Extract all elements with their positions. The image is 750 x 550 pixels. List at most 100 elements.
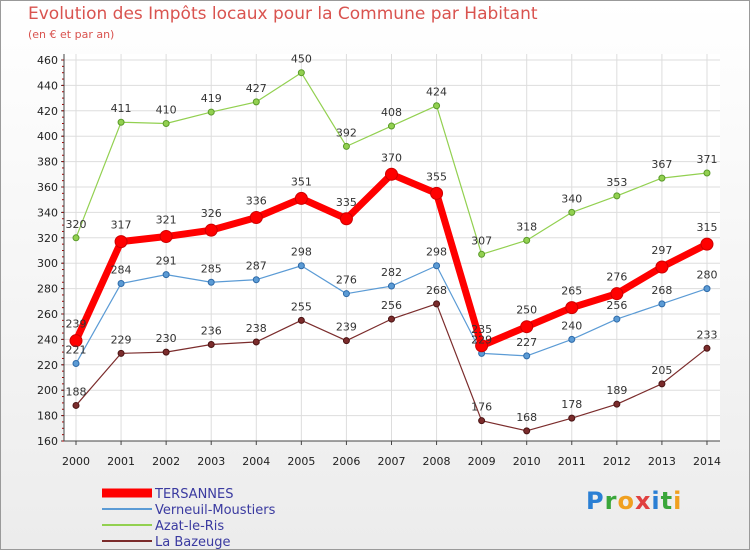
data-point [703, 169, 711, 177]
data-point [703, 344, 711, 352]
data-label: 236 [201, 324, 222, 337]
data-point [69, 334, 83, 348]
x-tick-label: 2001 [107, 455, 135, 468]
data-point [159, 230, 173, 244]
data-point [249, 210, 263, 224]
data-label: 229 [111, 333, 132, 346]
x-tick-label: 2009 [468, 455, 496, 468]
data-point [207, 108, 215, 116]
data-point [700, 237, 714, 251]
data-point [658, 380, 666, 388]
y-tick-label: 240 [37, 333, 58, 346]
data-point [430, 186, 444, 200]
data-label: 221 [66, 344, 87, 357]
data-point [387, 122, 395, 130]
data-point [297, 69, 305, 77]
y-tick-label: 220 [37, 359, 58, 372]
data-point [162, 271, 170, 279]
data-label: 370 [381, 151, 402, 164]
y-tick-label: 400 [37, 130, 58, 143]
y-tick-label: 460 [37, 54, 58, 67]
data-label: 291 [156, 255, 177, 268]
data-label: 287 [246, 260, 267, 273]
data-label: 298 [291, 246, 312, 259]
legend-label: Azat-le-Ris [155, 519, 224, 534]
legend-label: La Bazeuge [155, 535, 231, 550]
data-point [72, 234, 80, 242]
data-label: 450 [291, 53, 312, 66]
data-label: 351 [291, 175, 312, 188]
data-label: 240 [561, 319, 582, 332]
y-tick-label: 300 [37, 257, 58, 270]
y-tick-label: 200 [37, 384, 58, 397]
x-tick-label: 2002 [152, 455, 180, 468]
data-label: 320 [66, 218, 87, 231]
data-point [658, 300, 666, 308]
data-label: 265 [561, 285, 582, 298]
data-point [339, 212, 353, 226]
y-tick-label: 420 [37, 105, 58, 118]
x-tick-label: 2012 [603, 455, 631, 468]
data-label: 238 [246, 322, 267, 335]
data-label: 276 [606, 271, 627, 284]
data-label: 168 [516, 411, 537, 424]
y-tick-label: 340 [37, 206, 58, 219]
data-label: 427 [246, 82, 267, 95]
data-label: 307 [471, 234, 492, 247]
data-point [523, 427, 531, 435]
data-label: 188 [66, 385, 87, 398]
data-label: 419 [201, 92, 222, 105]
data-label: 298 [426, 246, 447, 259]
data-point [433, 102, 441, 110]
data-point [523, 236, 531, 244]
data-label: 239 [336, 321, 357, 334]
data-point [342, 142, 350, 150]
data-point [117, 118, 125, 126]
axes: 160 180 200 220 240 260 280 300 320 340 360 380 400 4… [37, 54, 721, 468]
data-label: 321 [156, 214, 177, 227]
data-point [568, 208, 576, 216]
data-point [72, 360, 80, 368]
data-label: 233 [696, 328, 717, 341]
x-tick-label: 2007 [377, 455, 405, 468]
y-tick-label: 440 [37, 79, 58, 92]
legend-label: TERSANNES [154, 487, 234, 502]
data-point [117, 280, 125, 288]
data-label: 250 [516, 304, 537, 317]
data-point [297, 316, 305, 324]
x-tick-label: 2008 [423, 455, 451, 468]
y-tick-label: 160 [37, 435, 58, 448]
data-label: 268 [651, 284, 672, 297]
y-tick-label: 260 [37, 308, 58, 321]
y-tick-label: 180 [37, 410, 58, 423]
x-tick-label: 2013 [648, 455, 676, 468]
data-label: 256 [606, 299, 627, 312]
data-label: 315 [696, 221, 717, 234]
data-point [613, 315, 621, 323]
data-label: 256 [381, 299, 402, 312]
plot-area [64, 54, 720, 441]
data-point [478, 250, 486, 258]
y-tick-label: 280 [37, 283, 58, 296]
data-label: 408 [381, 106, 402, 119]
data-point [252, 338, 260, 346]
data-point [297, 262, 305, 270]
data-point [204, 223, 218, 237]
data-point [387, 282, 395, 290]
data-label: 371 [696, 153, 717, 166]
y-tick-label: 320 [37, 232, 58, 245]
data-point [610, 287, 624, 301]
chart-title: Evolution des Impôts locaux pour la Comm… [28, 4, 538, 24]
x-tick-label: 2005 [287, 455, 315, 468]
data-point [703, 285, 711, 293]
data-label: 411 [111, 102, 132, 115]
data-point [252, 276, 260, 284]
y-tick-label: 380 [37, 156, 58, 169]
data-label: 178 [561, 398, 582, 411]
data-label: 326 [201, 207, 222, 220]
legend: TERSANNESVerneuil-MoustiersAzat-le-RisLa… [102, 487, 276, 550]
data-label: 340 [561, 192, 582, 205]
x-tick-label: 2000 [62, 455, 90, 468]
data-labels: 239 317 321 326 336 351 335 370 355 235 250 265 276 2… [66, 53, 718, 424]
